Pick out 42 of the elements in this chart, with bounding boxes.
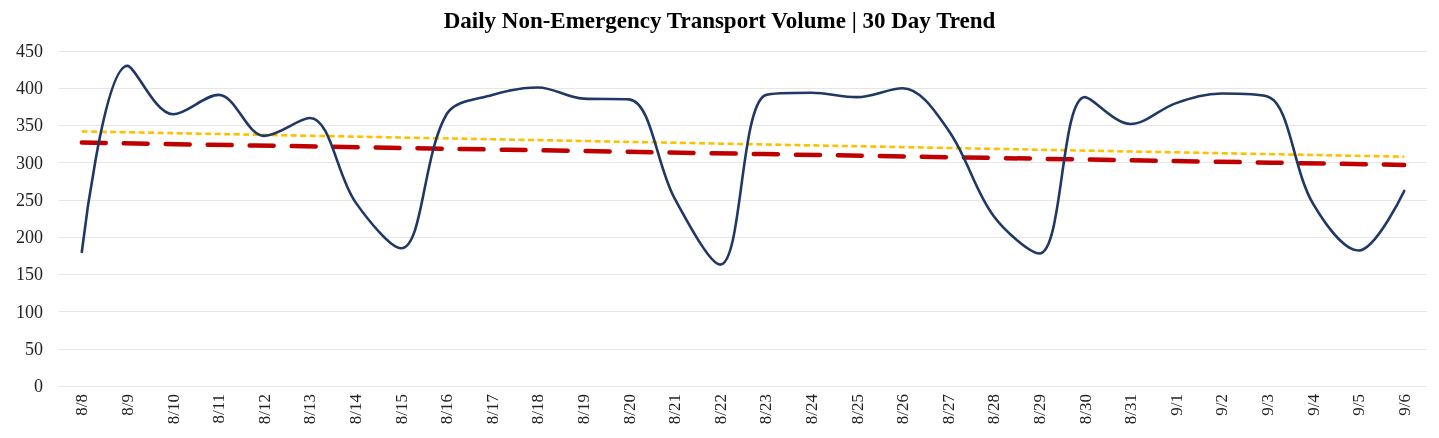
x-tick-label: 8/14 [345,393,365,425]
x-tick-label: 9/2 [1212,394,1232,416]
x-tick-label: 8/30 [1075,394,1095,425]
x-tick-label: 8/29 [1029,394,1049,425]
x-tick-label: 9/4 [1303,393,1323,416]
x-tick-label: 8/24 [801,393,821,425]
x-tick-label: 8/10 [163,394,183,425]
chart-title: Daily Non-Emergency Transport Volume | 30 Day Trend [443,8,996,33]
x-tick-label: 8/19 [573,394,593,425]
y-tick-label: 400 [16,78,43,99]
x-tick-label: 8/25 [847,394,867,425]
x-tick-label: 9/6 [1394,394,1414,416]
x-tick-label: 8/20 [619,394,639,425]
y-tick-label: 50 [25,338,43,359]
y-tick-label: 350 [16,115,43,136]
x-tick-label: 8/11 [209,394,229,424]
x-tick-label: 9/5 [1349,394,1369,416]
x-tick-label: 8/17 [482,393,502,425]
y-tick-label: 0 [34,376,43,396]
line-series [80,64,1406,266]
x-tick-label: 8/8 [72,394,92,416]
x-tick-label: 8/28 [984,394,1004,425]
x-tick-label: 8/12 [254,394,274,425]
y-tick-label: 100 [16,301,43,322]
x-tick-label: 8/9 [117,394,137,416]
x-tick-label: 8/22 [710,394,730,425]
x-tick-label: 8/15 [391,394,411,425]
y-tick-label: 300 [16,152,43,173]
y-tick-label: 450 [16,41,43,61]
x-tick-label: 8/16 [437,394,457,425]
x-tick-label: 8/13 [300,394,320,425]
y-tick-label: 150 [16,264,43,285]
x-tick-label: 9/1 [1166,394,1186,416]
x-tick-label: 8/27 [938,393,958,425]
x-tick-label: 8/23 [756,394,776,425]
y-tick-label: 200 [16,227,43,248]
x-tick-label: 8/18 [528,394,548,425]
x-tick-label: 8/21 [665,394,685,425]
x-tick-label: 9/3 [1257,394,1277,416]
x-tick-label: 8/26 [893,394,913,425]
x-tick-label: 8/31 [1121,394,1141,425]
y-tick-label: 250 [16,189,43,210]
